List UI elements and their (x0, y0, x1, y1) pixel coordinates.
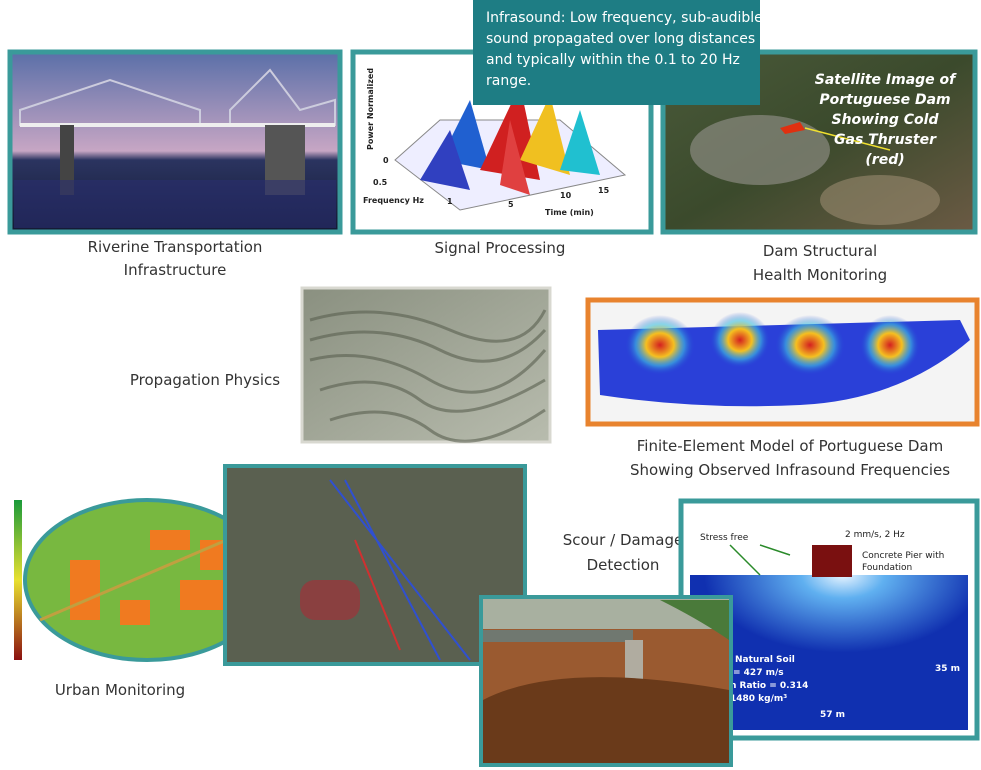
axis-label: Frequency Hz (363, 196, 424, 205)
callout-text: range. (486, 73, 531, 89)
diagram-label: n Ratio = 0.314 (730, 681, 808, 691)
overlay-text: (red) (865, 152, 904, 168)
tick-label: 5 (508, 200, 514, 209)
tick-label: 0 (383, 156, 389, 165)
diagram-label: Foundation (862, 563, 912, 573)
diagram-label: = 427 m/s (733, 668, 784, 678)
overlay-text: Gas Thruster (834, 132, 937, 148)
callout: Infrasound: Low frequency, sub-audible s… (473, 0, 763, 105)
caption: Urban Monitoring (55, 681, 185, 699)
diagram-label: Concrete Pier with (862, 551, 944, 561)
propagation-panel: Propagation Physics (130, 286, 552, 444)
scour-panel: Scour / Damage Detection Stress free 2 m… (479, 498, 980, 767)
caption: Propagation Physics (130, 371, 280, 389)
axis-label: Power Normalized (366, 68, 375, 150)
caption: Finite-Element Model of Portuguese Dam (637, 437, 943, 455)
diagram-label: Natural Soil (735, 655, 795, 665)
diagram-label: 2 mm/s, 2 Hz (845, 530, 905, 540)
tick-label: 15 (598, 186, 610, 195)
overlay-text: Showing Cold (832, 112, 940, 128)
overlay-text: Satellite Image of (815, 72, 957, 88)
caption: Signal Processing (435, 239, 566, 257)
callout-text: Infrasound: Low frequency, sub-audible (486, 10, 763, 26)
callout-text: and typically within the 0.1 to 20 Hz (486, 52, 740, 68)
riverine-panel: Riverine Transportation Infrastructure (7, 49, 343, 279)
caption: Riverine Transportation (88, 238, 263, 256)
diagram-label: 57 m (820, 710, 845, 720)
overlay-text: Portuguese Dam (819, 92, 950, 108)
caption: Health Monitoring (753, 266, 887, 284)
caption: Showing Observed Infrasound Frequencies (630, 461, 950, 479)
callout-text: sound propagated over long distances (486, 31, 755, 47)
urban-panel: Urban Monitoring (14, 464, 527, 699)
caption: Infrastructure (124, 261, 227, 279)
diagram-label: Stress free (700, 533, 749, 543)
caption: Detection (587, 556, 660, 574)
tick-label: 10 (560, 191, 572, 200)
tick-label: 1 (447, 197, 453, 206)
diagram-label: 35 m (935, 664, 960, 674)
axis-label: Time (min) (545, 208, 594, 217)
tick-label: 0.5 (373, 178, 388, 187)
finite-element-panel: Finite-Element Model of Portuguese Dam S… (585, 297, 980, 479)
caption: Scour / Damage (563, 531, 684, 549)
diagram-label: 1480 kg/m³ (730, 694, 787, 704)
caption: Dam Structural (763, 242, 877, 260)
